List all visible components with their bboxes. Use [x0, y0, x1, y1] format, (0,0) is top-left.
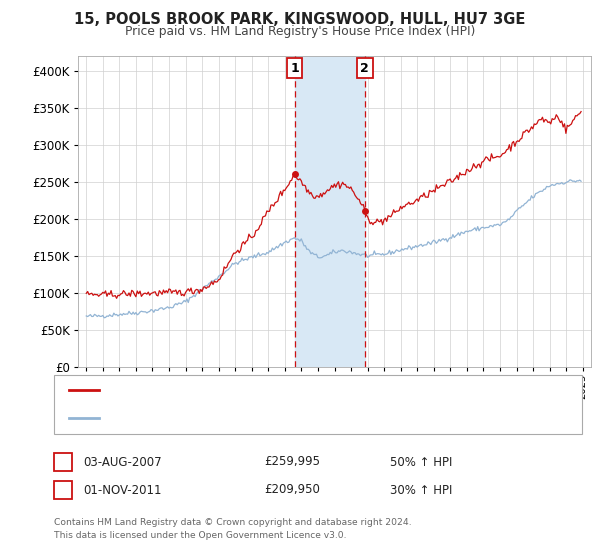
Text: Price paid vs. HM Land Registry's House Price Index (HPI): Price paid vs. HM Land Registry's House …: [125, 25, 475, 38]
Text: Contains HM Land Registry data © Crown copyright and database right 2024.
This d: Contains HM Land Registry data © Crown c…: [54, 518, 412, 539]
Text: 2: 2: [361, 62, 369, 74]
Text: £259,995: £259,995: [264, 455, 320, 469]
Text: 30% ↑ HPI: 30% ↑ HPI: [390, 483, 452, 497]
Text: £209,950: £209,950: [264, 483, 320, 497]
Text: 1: 1: [290, 62, 299, 74]
Text: 15, POOLS BROOK PARK, KINGSWOOD, HULL, HU7 3GE: 15, POOLS BROOK PARK, KINGSWOOD, HULL, H…: [74, 12, 526, 27]
Text: 1: 1: [59, 455, 67, 469]
Text: HPI: Average price, detached house, City of Kingston upon Hull: HPI: Average price, detached house, City…: [103, 413, 438, 423]
Text: 03-AUG-2007: 03-AUG-2007: [83, 455, 161, 469]
Text: 50% ↑ HPI: 50% ↑ HPI: [390, 455, 452, 469]
Text: 01-NOV-2011: 01-NOV-2011: [83, 483, 161, 497]
Text: 2: 2: [59, 483, 67, 497]
Bar: [295, 56, 365, 367]
Text: 15, POOLS BROOK PARK, KINGSWOOD, HULL, HU7 3GE (detached house): 15, POOLS BROOK PARK, KINGSWOOD, HULL, H…: [103, 385, 490, 395]
